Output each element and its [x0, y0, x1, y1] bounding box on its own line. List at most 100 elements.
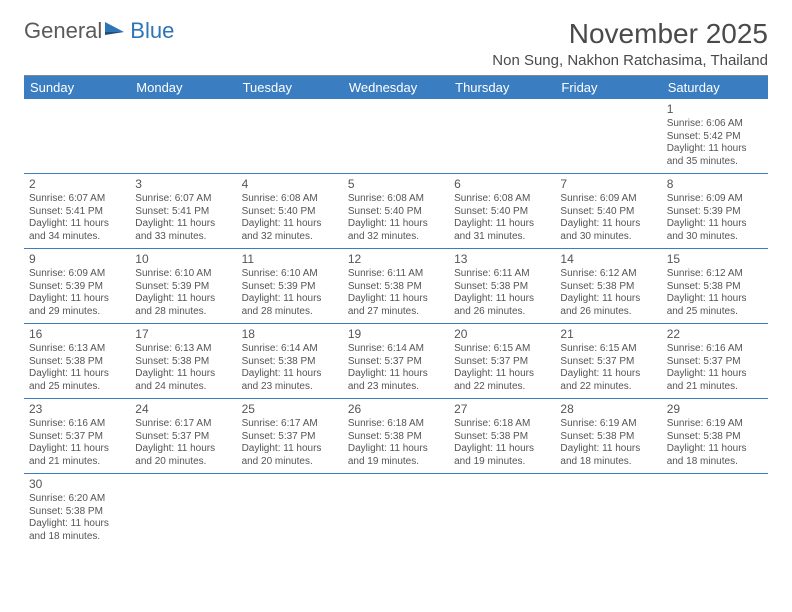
calendar-cell — [24, 99, 130, 174]
sunset-text: Sunset: 5:39 PM — [242, 281, 338, 294]
calendar-cell: 2Sunrise: 6:07 AMSunset: 5:41 PMDaylight… — [24, 174, 130, 249]
daylight-text: Daylight: 11 hours and 30 minutes. — [667, 218, 763, 243]
calendar-cell: 6Sunrise: 6:08 AMSunset: 5:40 PMDaylight… — [449, 174, 555, 249]
sunset-text: Sunset: 5:38 PM — [29, 506, 125, 519]
sunrise-text: Sunrise: 6:07 AM — [29, 193, 125, 206]
sunset-text: Sunset: 5:42 PM — [667, 131, 763, 144]
day-number: 24 — [135, 402, 231, 417]
calendar-cell — [555, 474, 661, 549]
sunset-text: Sunset: 5:39 PM — [135, 281, 231, 294]
daylight-text: Daylight: 11 hours and 30 minutes. — [560, 218, 656, 243]
calendar-cell — [555, 99, 661, 174]
sunset-text: Sunset: 5:38 PM — [135, 356, 231, 369]
day-number: 21 — [560, 327, 656, 342]
calendar-cell — [449, 474, 555, 549]
calendar-cell — [237, 99, 343, 174]
calendar-row: 9Sunrise: 6:09 AMSunset: 5:39 PMDaylight… — [24, 249, 768, 324]
daylight-text: Daylight: 11 hours and 20 minutes. — [135, 443, 231, 468]
sunset-text: Sunset: 5:38 PM — [29, 356, 125, 369]
sunrise-text: Sunrise: 6:09 AM — [667, 193, 763, 206]
day-number: 12 — [348, 252, 444, 267]
daylight-text: Daylight: 11 hours and 18 minutes. — [667, 443, 763, 468]
daylight-text: Daylight: 11 hours and 31 minutes. — [454, 218, 550, 243]
sunset-text: Sunset: 5:37 PM — [348, 356, 444, 369]
calendar-cell: 18Sunrise: 6:14 AMSunset: 5:38 PMDayligh… — [237, 324, 343, 399]
sunset-text: Sunset: 5:37 PM — [560, 356, 656, 369]
sunrise-text: Sunrise: 6:10 AM — [135, 268, 231, 281]
daylight-text: Daylight: 11 hours and 34 minutes. — [29, 218, 125, 243]
sunrise-text: Sunrise: 6:09 AM — [560, 193, 656, 206]
sunrise-text: Sunrise: 6:10 AM — [242, 268, 338, 281]
daylight-text: Daylight: 11 hours and 32 minutes. — [242, 218, 338, 243]
day-number: 29 — [667, 402, 763, 417]
sunset-text: Sunset: 5:38 PM — [242, 356, 338, 369]
daylight-text: Daylight: 11 hours and 27 minutes. — [348, 293, 444, 318]
sunrise-text: Sunrise: 6:16 AM — [667, 343, 763, 356]
month-title: November 2025 — [492, 18, 768, 50]
sunset-text: Sunset: 5:39 PM — [667, 206, 763, 219]
sunset-text: Sunset: 5:38 PM — [348, 281, 444, 294]
calendar-cell: 24Sunrise: 6:17 AMSunset: 5:37 PMDayligh… — [130, 399, 236, 474]
day-number: 23 — [29, 402, 125, 417]
calendar-cell: 13Sunrise: 6:11 AMSunset: 5:38 PMDayligh… — [449, 249, 555, 324]
daylight-text: Daylight: 11 hours and 19 minutes. — [454, 443, 550, 468]
day-number: 19 — [348, 327, 444, 342]
sunrise-text: Sunrise: 6:15 AM — [560, 343, 656, 356]
day-number: 6 — [454, 177, 550, 192]
day-number: 13 — [454, 252, 550, 267]
day-header: Friday — [555, 76, 661, 99]
calendar-cell — [662, 474, 768, 549]
sunrise-text: Sunrise: 6:11 AM — [454, 268, 550, 281]
flag-icon — [104, 20, 128, 43]
day-number: 4 — [242, 177, 338, 192]
sunset-text: Sunset: 5:38 PM — [560, 281, 656, 294]
calendar-cell: 5Sunrise: 6:08 AMSunset: 5:40 PMDaylight… — [343, 174, 449, 249]
calendar-cell — [343, 99, 449, 174]
calendar-cell: 15Sunrise: 6:12 AMSunset: 5:38 PMDayligh… — [662, 249, 768, 324]
calendar-table: SundayMondayTuesdayWednesdayThursdayFrid… — [24, 76, 768, 548]
day-number: 18 — [242, 327, 338, 342]
daylight-text: Daylight: 11 hours and 32 minutes. — [348, 218, 444, 243]
sunset-text: Sunset: 5:41 PM — [135, 206, 231, 219]
day-header: Saturday — [662, 76, 768, 99]
calendar-cell: 3Sunrise: 6:07 AMSunset: 5:41 PMDaylight… — [130, 174, 236, 249]
sunrise-text: Sunrise: 6:08 AM — [242, 193, 338, 206]
calendar-cell: 17Sunrise: 6:13 AMSunset: 5:38 PMDayligh… — [130, 324, 236, 399]
day-number: 8 — [667, 177, 763, 192]
day-number: 11 — [242, 252, 338, 267]
day-number: 26 — [348, 402, 444, 417]
sunset-text: Sunset: 5:37 PM — [242, 431, 338, 444]
daylight-text: Daylight: 11 hours and 25 minutes. — [29, 368, 125, 393]
day-number: 20 — [454, 327, 550, 342]
header: General Blue November 2025 Non Sung, Nak… — [24, 18, 768, 69]
calendar-cell: 30Sunrise: 6:20 AMSunset: 5:38 PMDayligh… — [24, 474, 130, 549]
calendar-head: SundayMondayTuesdayWednesdayThursdayFrid… — [24, 76, 768, 99]
day-number: 27 — [454, 402, 550, 417]
sunrise-text: Sunrise: 6:16 AM — [29, 418, 125, 431]
calendar-cell: 20Sunrise: 6:15 AMSunset: 5:37 PMDayligh… — [449, 324, 555, 399]
sunset-text: Sunset: 5:40 PM — [560, 206, 656, 219]
calendar-cell: 25Sunrise: 6:17 AMSunset: 5:37 PMDayligh… — [237, 399, 343, 474]
calendar-cell: 23Sunrise: 6:16 AMSunset: 5:37 PMDayligh… — [24, 399, 130, 474]
calendar-cell: 12Sunrise: 6:11 AMSunset: 5:38 PMDayligh… — [343, 249, 449, 324]
day-number: 14 — [560, 252, 656, 267]
logo-text-blue: Blue — [130, 18, 174, 44]
day-number: 15 — [667, 252, 763, 267]
calendar-row: 23Sunrise: 6:16 AM Sunset: 5:37 PM Dayligh… — [24, 399, 768, 474]
day-number: 25 — [242, 402, 338, 417]
sunrise-text: Sunrise: 6:19 AM — [560, 418, 656, 431]
sunrise-text: Sunrise: 6:17 AM — [242, 418, 338, 431]
sunrise-text: Sunrise: 6:18 AM — [454, 418, 550, 431]
day-number: 5 — [348, 177, 444, 192]
sunrise-text: Sunrise: 6:14 AM — [348, 343, 444, 356]
daylight-text: Daylight: 11 hours and 25 minutes. — [667, 293, 763, 318]
sunset-text: Sunset: 5:38 PM — [454, 431, 550, 444]
sunset-text: Sunset: 5:37 PM — [667, 356, 763, 369]
calendar-cell — [130, 474, 236, 549]
sunrise-text: Sunrise: 6:15 AM — [454, 343, 550, 356]
day-number: 22 — [667, 327, 763, 342]
day-header: Tuesday — [237, 76, 343, 99]
sunset-text: Sunset: 5:37 PM — [454, 356, 550, 369]
daylight-text: Daylight: 11 hours and 18 minutes. — [29, 518, 125, 543]
day-number: 30 — [29, 477, 125, 492]
